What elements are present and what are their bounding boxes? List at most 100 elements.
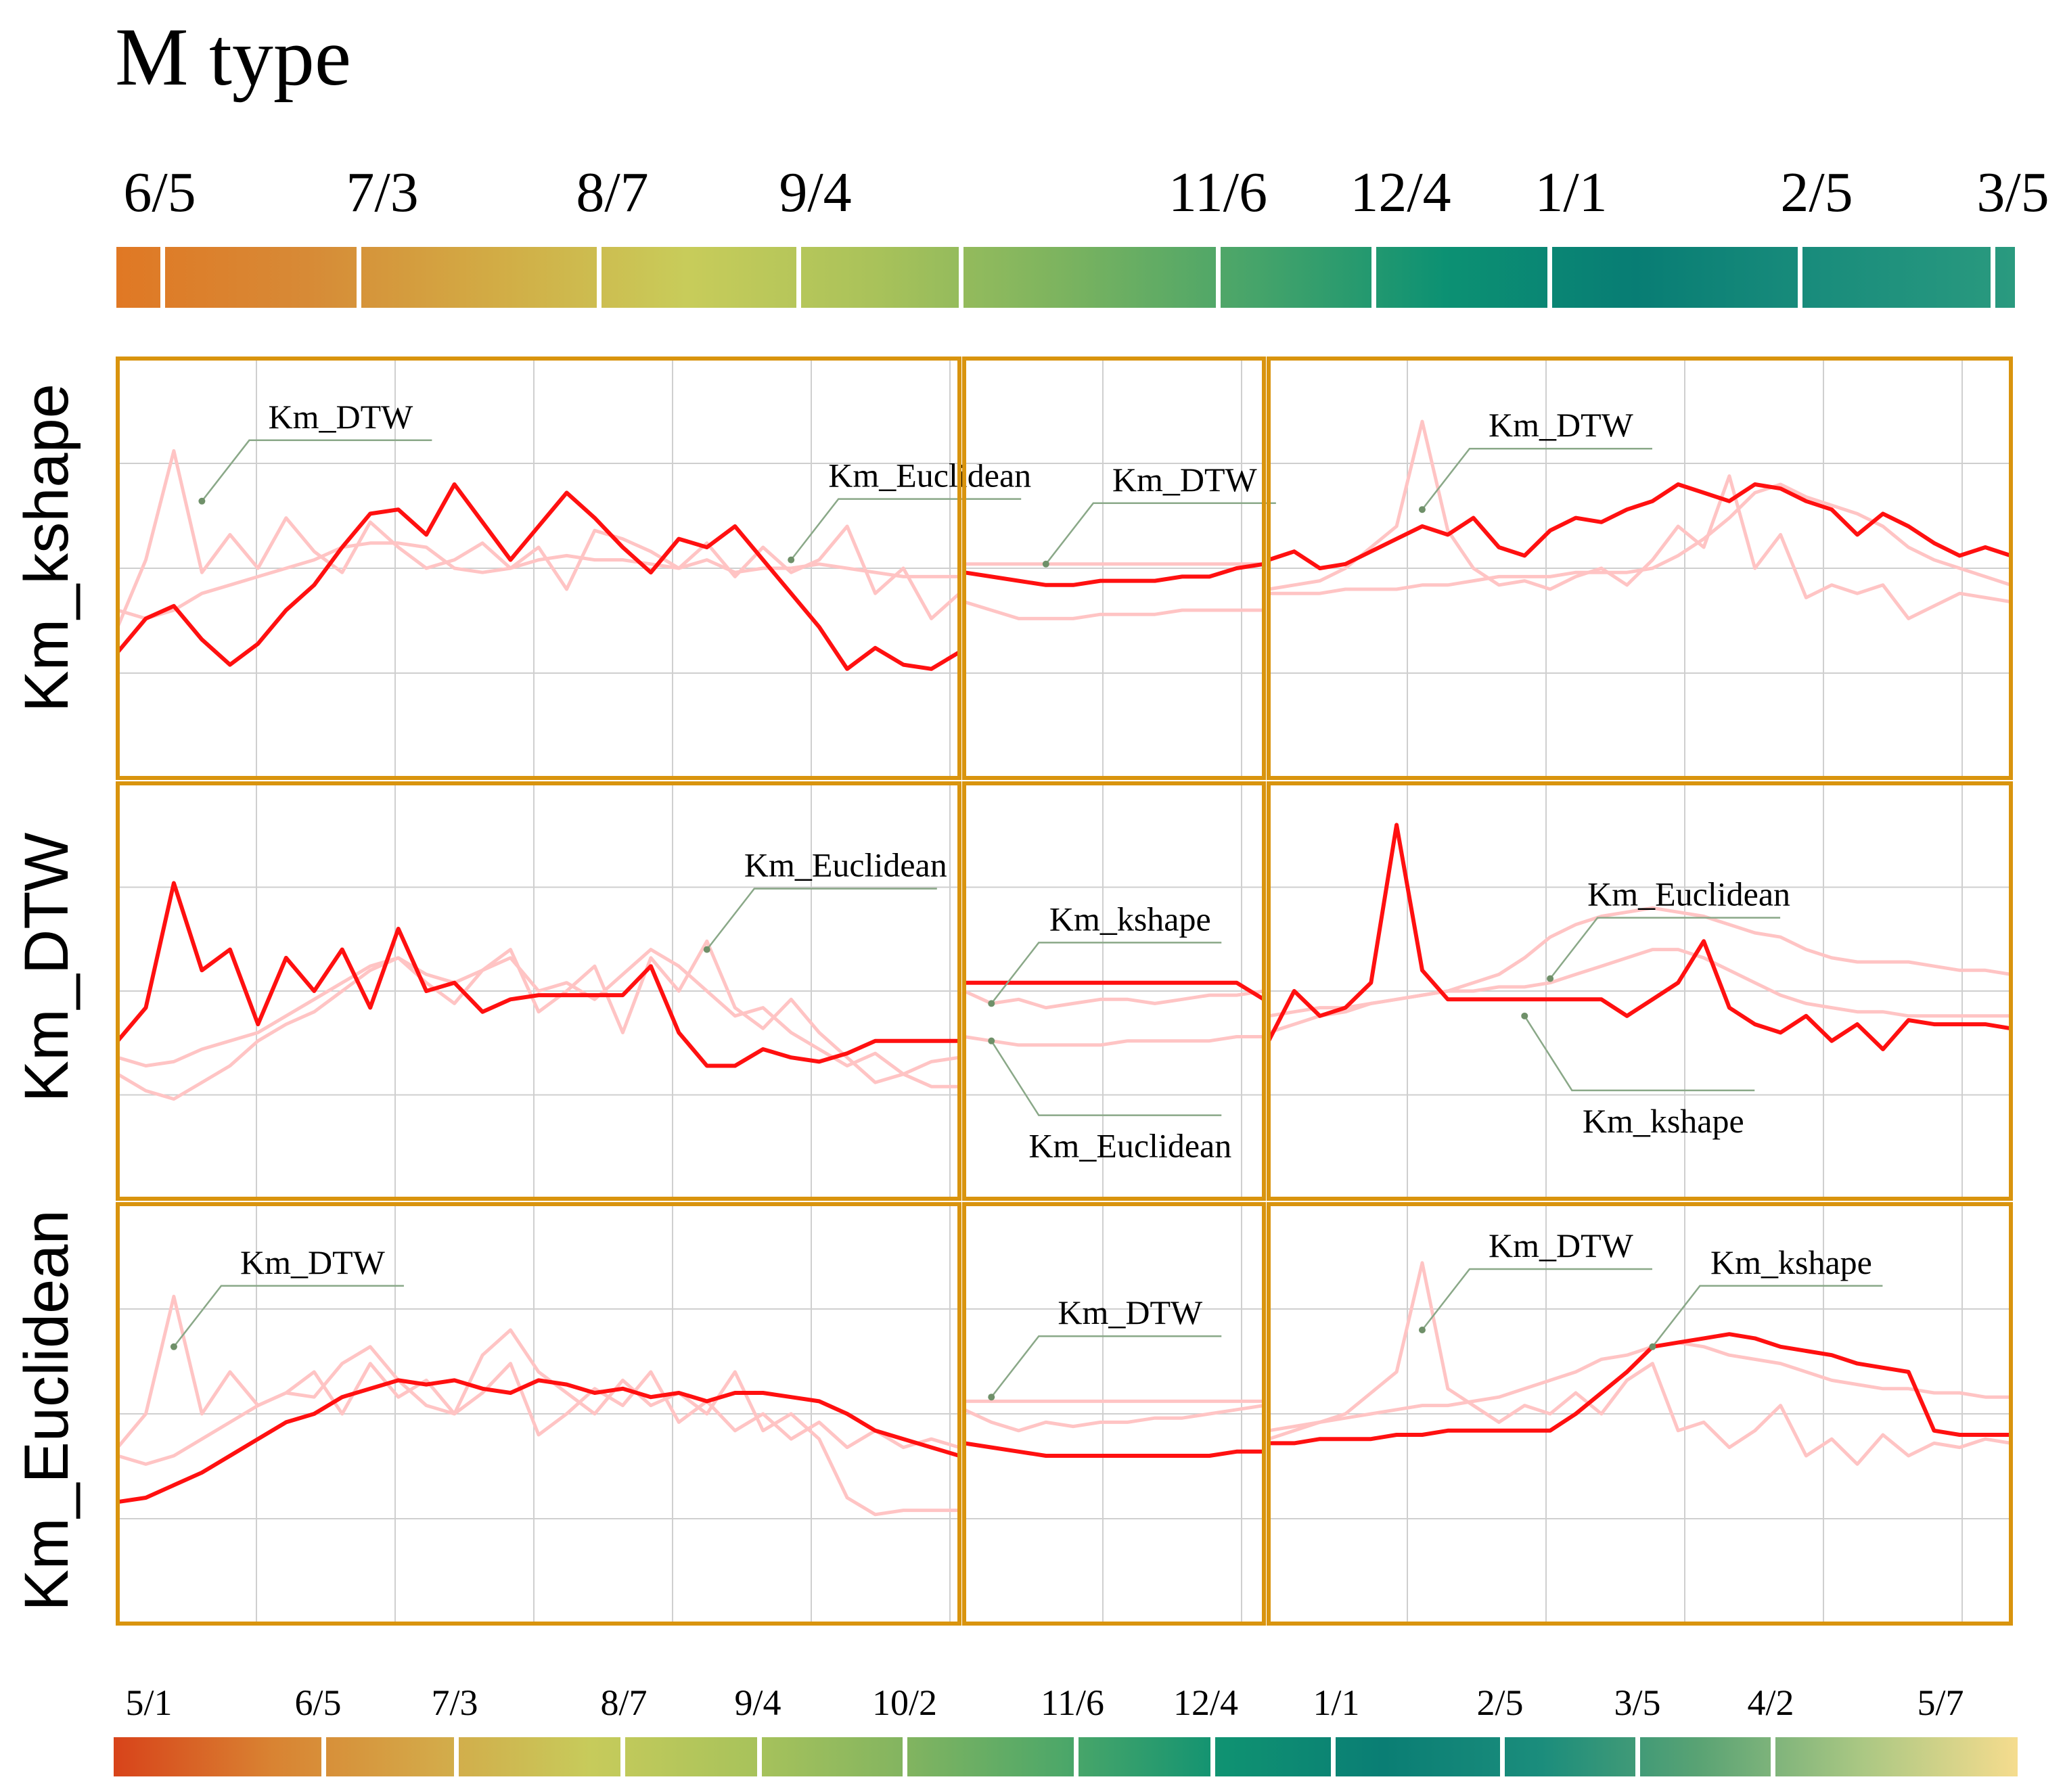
timeline-date-label: 8/7 (576, 161, 648, 224)
annotation-label: Km_DTW (1112, 461, 1258, 499)
series-line-km-euclidean (117, 1378, 960, 1504)
row-label-km-dtw: Km_DTW (12, 833, 81, 1103)
annotation-label: Km_DTW (240, 1243, 386, 1281)
panel-frame (116, 357, 961, 780)
timeline-date-label: 3/5 (1614, 1682, 1660, 1723)
timeline-date-label: 9/4 (779, 161, 851, 224)
annotation-label: Km_DTW (1489, 406, 1634, 444)
annotation-leader-line (1652, 1285, 1883, 1348)
panel-km-euclidean-col0: Km_DTW (116, 1202, 961, 1626)
timeline-segment-divider (597, 246, 602, 309)
annotation-anchor-dot (1547, 975, 1554, 982)
annotation-leader-line (991, 1040, 1222, 1116)
annotation-label: Km_Euclidean (1587, 875, 1790, 913)
timeline-segment-divider (1074, 1736, 1079, 1778)
series-line-km-euclidean (1268, 948, 2011, 1034)
timeline-date-label: 12/4 (1173, 1682, 1238, 1723)
timeline-date-label: 11/6 (1168, 161, 1267, 224)
timeline-date-label: 4/2 (1747, 1682, 1794, 1723)
bottom-timeline: 5/1 6/5 7/3 8/7 9/4 10/2 11/6 12/4 1/1 2/5 3/5 4/2 5… (114, 1682, 2018, 1778)
series-line-km-dtw (116, 881, 959, 1068)
timeline-segment-divider (1771, 1736, 1775, 1778)
timeline-segment-divider (903, 1736, 907, 1778)
timeline-date-label: 6/5 (294, 1682, 341, 1723)
timeline-date-label: 9/4 (734, 1682, 781, 1723)
panel-grid: Km_DTW Km_Euclidean Km_DTW Km_DTW Km_Euclide… (116, 357, 2013, 1626)
annotation-anchor-dot (1521, 1012, 1528, 1019)
series-line-km-euclidean (963, 600, 1264, 620)
timeline-segment-divider (757, 1736, 762, 1778)
timeline-date-label: 11/6 (1041, 1682, 1104, 1723)
timeline-segment-divider (1798, 246, 1802, 309)
timeline-segment-divider (1371, 246, 1376, 309)
annotation-anchor-dot (1649, 1343, 1656, 1350)
timeline-segment-divider (321, 1736, 326, 1778)
timeline-segment-divider (796, 246, 801, 309)
annotation-anchor-dot (988, 1037, 995, 1044)
timeline-date-label: 10/2 (872, 1682, 937, 1723)
timeline-date-label: 7/3 (346, 161, 418, 224)
timeline-segment-divider (1635, 1736, 1640, 1778)
annotation-label: Km_DTW (1058, 1293, 1203, 1331)
timeline-date-label: 2/5 (1476, 1682, 1523, 1723)
timeline-segment-divider (1547, 246, 1552, 309)
timeline-date-label: 5/7 (1917, 1682, 1964, 1723)
timeline-date-label: 8/7 (600, 1682, 647, 1723)
annotation-anchor-dot (1042, 560, 1049, 568)
series-line-km-kshape (963, 1404, 1265, 1433)
panel-km-dtw-col1: Km_kshape Km_Euclidean (962, 781, 1266, 1201)
timeline-segment-divider (454, 1736, 459, 1778)
panel-frame (1267, 1202, 2013, 1626)
series-line-km-dtw (1268, 419, 2012, 620)
panel-km-kshape-col0: Km_DTW Km_Euclidean (116, 357, 1031, 780)
series-line-km-dtw (1267, 823, 2012, 1051)
annotation-label: Km_kshape (1710, 1243, 1872, 1281)
timeline-segment-divider (160, 246, 165, 309)
timeline-segment-divider (1216, 246, 1221, 309)
series-line-km-kshape (963, 989, 1265, 1010)
timeline-segment-divider (1331, 1736, 1336, 1778)
timeline-segment-divider (1991, 246, 1995, 309)
timeline-segment-divider (959, 246, 963, 309)
timeline-color-bar (114, 1737, 2018, 1776)
panel-km-dtw-col0: Km_Euclidean (116, 781, 961, 1201)
series-line-km-dtw (1268, 1261, 2012, 1466)
top-timeline: 6/5 7/3 8/7 9/4 11/6 12/4 1/1 2/5 3/5 (116, 161, 2049, 309)
panel-frame (962, 781, 1266, 1201)
timeline-date-label: 1/1 (1535, 161, 1607, 224)
series-line-km-kshape (117, 1328, 959, 1517)
timeline-date-label: 5/1 (125, 1682, 172, 1723)
timeline-date-label: 3/5 (1976, 161, 2049, 224)
series-line-km-kshape (116, 939, 959, 1101)
series-line-km-euclidean (1269, 1332, 2011, 1446)
row-labels: Km_kshape Km_DTW Km_Euclidean (12, 384, 81, 1611)
annotation-leader-line (1421, 1268, 1652, 1331)
annotation-label: Km_DTW (268, 398, 413, 436)
series-line-km-euclidean (963, 1035, 1264, 1047)
annotation-leader-line (991, 942, 1222, 1005)
panel-km-euclidean-col2: Km_DTW Km_kshape (1267, 1202, 2013, 1626)
annotation-anchor-dot (703, 946, 710, 953)
annotation-anchor-dot (788, 556, 795, 564)
timeline-color-bar (116, 247, 2015, 308)
row-label-km-euclidean: Km_Euclidean (12, 1210, 81, 1611)
panel-frame (116, 1202, 961, 1626)
series-line-km-euclidean (117, 541, 959, 620)
series-line-km-kshape (1268, 482, 2012, 570)
annotation-label: Km_Euclidean (744, 846, 947, 884)
series-line-km-dtw (964, 980, 1265, 1001)
series-line-km-dtw (116, 449, 961, 628)
timeline-date-label: 12/4 (1350, 161, 1451, 224)
annotation-anchor-dot (988, 1394, 995, 1401)
panel-km-dtw-col2: Km_Euclidean Km_kshape (1267, 781, 2013, 1201)
timeline-segment-divider (1210, 1736, 1215, 1778)
timeline-date-label: 2/5 (1780, 161, 1853, 224)
panel-frame (1267, 357, 2013, 780)
panel-km-euclidean-col1: Km_DTW (962, 1202, 1266, 1626)
annotation-leader-line (706, 888, 937, 950)
timeline-date-label: 1/1 (1313, 1682, 1359, 1723)
annotation-leader-line (1045, 502, 1276, 565)
panel-km-kshape-col2: Km_DTW (1267, 357, 2013, 780)
timeline-date-label: 6/5 (123, 161, 196, 224)
